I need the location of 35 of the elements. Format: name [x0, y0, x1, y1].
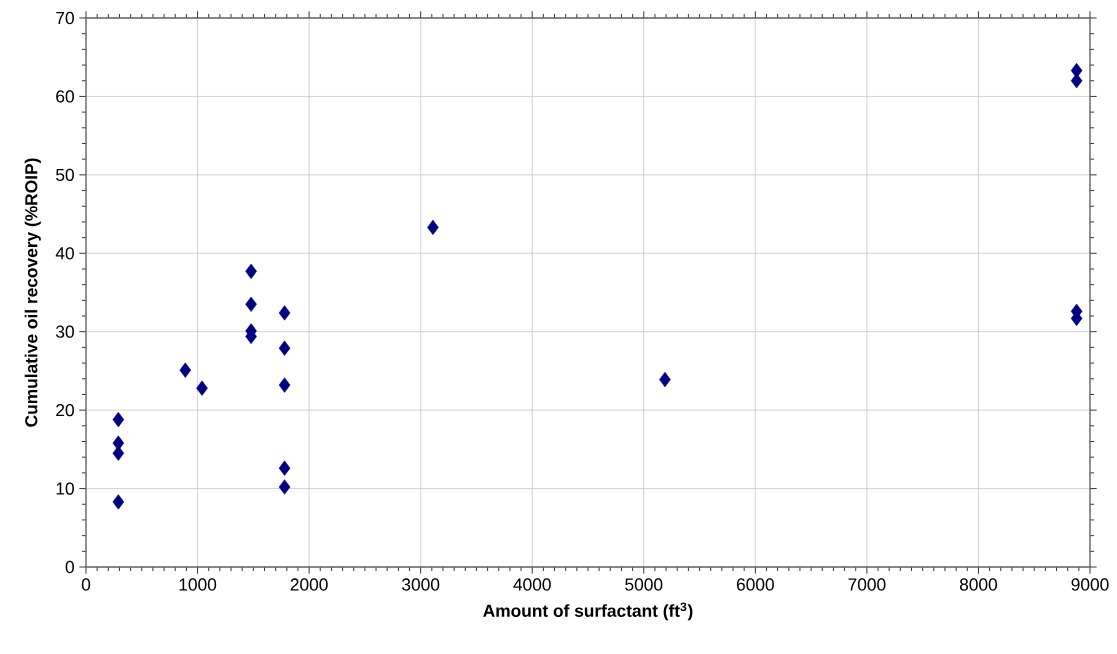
point [659, 371, 671, 388]
point [179, 362, 192, 378]
x-tick-label: 6000 [736, 578, 774, 591]
x-tick-label: 1000 [179, 578, 217, 591]
y-tick-label: 60 [56, 90, 74, 103]
point [427, 219, 439, 236]
x-tick-label: 3000 [402, 578, 440, 591]
point [112, 411, 125, 428]
point [112, 445, 125, 461]
y-tick-label: 70 [56, 11, 74, 25]
point [278, 340, 291, 356]
y-tick-label: 0 [65, 560, 74, 574]
y-tick-label: 30 [56, 325, 74, 338]
x-tick-label: 4000 [513, 578, 551, 591]
point [112, 494, 125, 510]
x-axis-title: Amount of surfactant (ft$^{3}$) [483, 602, 693, 621]
point [245, 263, 257, 279]
point [245, 296, 257, 312]
point [278, 305, 291, 321]
x-tick-label: 9000 [1071, 578, 1109, 591]
y-tick-label: 50 [56, 168, 74, 181]
x-tick-label: 0 [81, 578, 91, 591]
point [278, 479, 291, 495]
y-tick-label: 40 [55, 247, 74, 260]
x-tick-label: 5000 [625, 578, 663, 591]
point [196, 380, 208, 396]
y-tick-label: 20 [56, 404, 74, 417]
x-tick-label: 2000 [290, 578, 328, 591]
x-tick-label: 8000 [959, 578, 998, 591]
x-tick-label: 7000 [848, 578, 886, 591]
point [1070, 73, 1083, 89]
y-tick-label: 10 [56, 482, 74, 495]
point [278, 377, 291, 393]
y-axis-title: Cumulative oil recovery (%ROIP) [24, 158, 41, 427]
point [278, 460, 291, 476]
